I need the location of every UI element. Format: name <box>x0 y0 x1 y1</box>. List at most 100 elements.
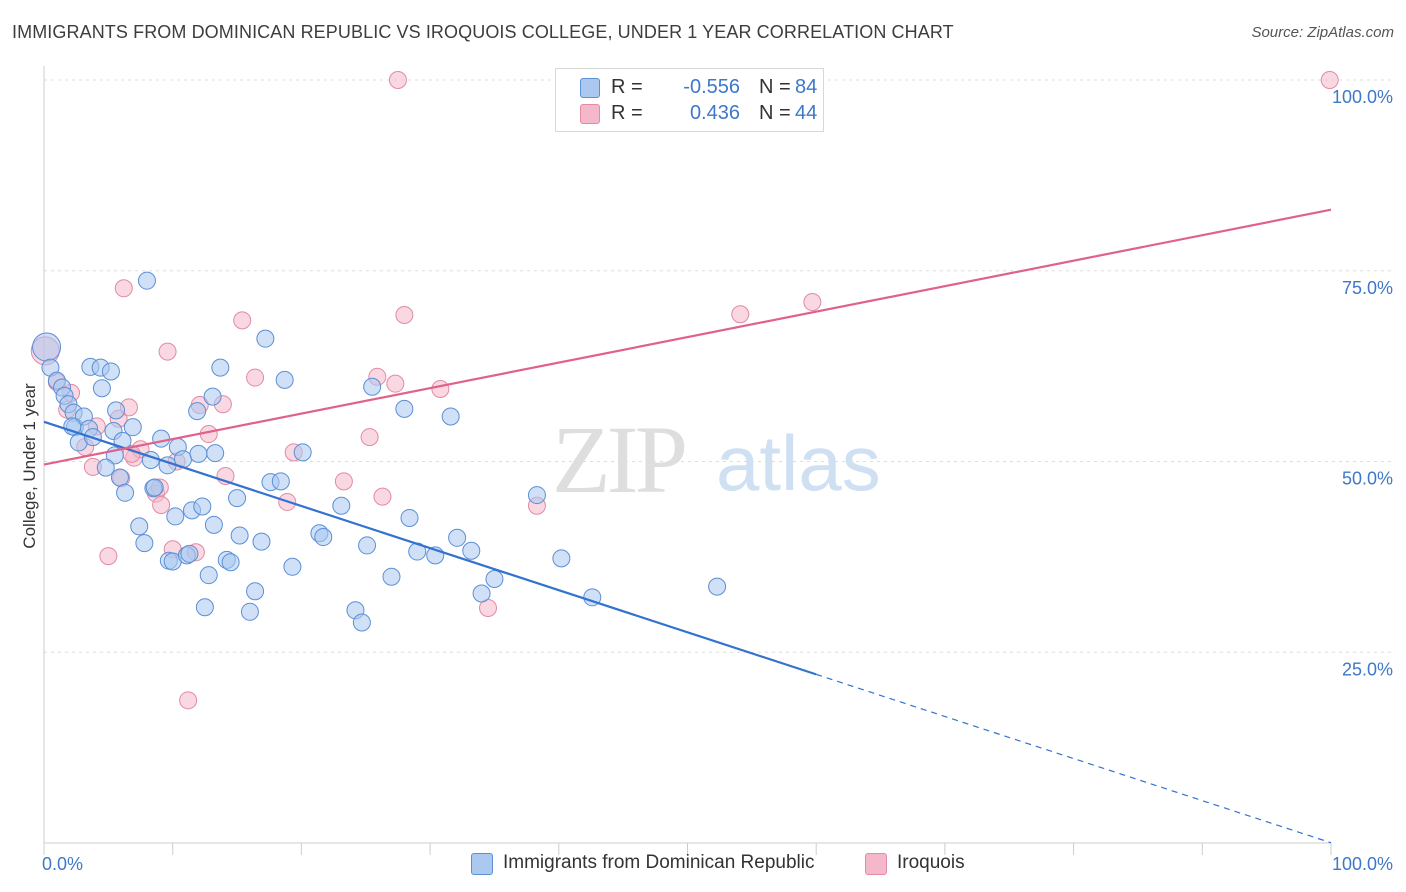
data-point <box>99 547 118 566</box>
data-point <box>199 566 218 585</box>
data-point <box>388 71 407 89</box>
legend-swatch-pink <box>580 104 600 124</box>
data-point <box>352 613 371 632</box>
data-point <box>179 691 198 710</box>
data-point <box>158 342 177 361</box>
legend-r-label: R = <box>611 102 643 124</box>
data-point <box>221 553 240 572</box>
bottom-legend-swatch-blue <box>471 853 493 875</box>
data-point <box>314 528 333 547</box>
y-tick-label: 100.0% <box>1332 87 1393 107</box>
chart-title: IMMIGRANTS FROM DOMINICAN REPUBLIC VS IR… <box>12 22 954 42</box>
data-point <box>195 598 214 617</box>
data-point <box>293 443 312 462</box>
data-point <box>233 311 252 330</box>
data-point <box>246 582 265 601</box>
data-point <box>472 584 491 603</box>
data-point <box>135 534 154 553</box>
data-point <box>275 370 294 389</box>
source-label: Source: ZipAtlas.com <box>1251 24 1394 41</box>
stats-legend: R = -0.556 N = 84 R = 0.436 N = 44 <box>555 68 824 132</box>
data-point <box>123 418 142 437</box>
data-point <box>246 368 265 387</box>
data-point <box>110 468 129 487</box>
data-point <box>400 508 419 527</box>
data-point <box>373 487 392 506</box>
data-point <box>204 515 223 534</box>
data-point <box>395 306 414 325</box>
bottom-legend-swatch-pink <box>865 853 887 875</box>
series-iroquois-points <box>30 71 1339 710</box>
legend-r-value: -0.556 <box>683 76 740 98</box>
x-tick-label: 100.0% <box>1332 854 1393 874</box>
data-point <box>386 374 405 393</box>
y-tick-label: 50.0% <box>1342 469 1393 489</box>
data-point <box>130 517 149 536</box>
trend-line-iroquois <box>43 208 1332 466</box>
data-point <box>206 444 225 463</box>
data-point <box>92 379 111 398</box>
legend-r-label: R = <box>611 76 643 98</box>
data-point <box>230 526 249 545</box>
data-point <box>358 536 377 555</box>
legend-n-label: N = <box>759 102 791 124</box>
data-point <box>363 377 382 396</box>
bottom-legend-label: Iroquois <box>897 852 965 873</box>
data-point <box>431 380 450 399</box>
data-point <box>552 549 571 568</box>
data-point <box>252 532 271 551</box>
y-tick-label: 75.0% <box>1342 278 1393 298</box>
data-point <box>485 570 504 589</box>
trend-lines <box>43 208 1332 844</box>
watermark-atlas: atlas <box>716 419 881 507</box>
trend-line-dominican <box>43 420 817 676</box>
data-point <box>152 495 171 514</box>
data-point <box>145 478 164 497</box>
data-point <box>137 271 156 290</box>
data-point <box>448 528 467 547</box>
data-point <box>152 429 171 448</box>
legend-n-value: 84 <box>795 76 818 98</box>
legend-n-label: N = <box>759 76 791 98</box>
legend-n-value: 44 <box>795 102 818 124</box>
y-tick-label: 25.0% <box>1342 659 1393 679</box>
data-point <box>731 305 750 324</box>
watermark-zip: ZIP <box>552 406 685 513</box>
data-point <box>803 293 822 312</box>
data-point <box>96 458 115 477</box>
tick-labels: 25.0% 50.0% 75.0% 100.0% 0.0% 100.0% <box>42 87 1393 874</box>
data-point <box>193 497 212 516</box>
legend-swatch-blue <box>580 78 600 98</box>
data-point <box>708 577 727 596</box>
y-axis-title: College, Under 1 year <box>20 383 39 549</box>
axes <box>43 66 1332 855</box>
data-point <box>116 483 135 502</box>
bottom-legend-label: Immigrants from Dominican Republic <box>503 852 815 873</box>
data-point <box>360 428 379 447</box>
data-point <box>462 541 481 560</box>
x-tick-label: 0.0% <box>42 854 83 874</box>
legend-r-value: 0.436 <box>689 102 740 124</box>
data-point <box>334 472 353 491</box>
data-point <box>114 279 133 298</box>
data-point <box>180 544 199 563</box>
data-point <box>1320 71 1339 89</box>
data-point <box>527 486 546 505</box>
y-axis-title-text: College, Under 1 year <box>20 383 39 549</box>
data-point <box>211 358 230 377</box>
data-point <box>101 362 120 381</box>
data-point <box>283 557 302 576</box>
data-point <box>395 399 414 418</box>
data-point <box>107 401 126 420</box>
grid-lines <box>44 79 1395 653</box>
data-point <box>256 329 275 348</box>
data-point <box>271 472 290 491</box>
data-point <box>189 444 208 463</box>
series-dominican-points <box>32 271 727 632</box>
data-point <box>332 496 351 515</box>
data-point <box>382 567 401 586</box>
trend-line-dominican-extension <box>816 673 1332 844</box>
data-point <box>228 489 247 508</box>
data-point <box>240 602 259 621</box>
